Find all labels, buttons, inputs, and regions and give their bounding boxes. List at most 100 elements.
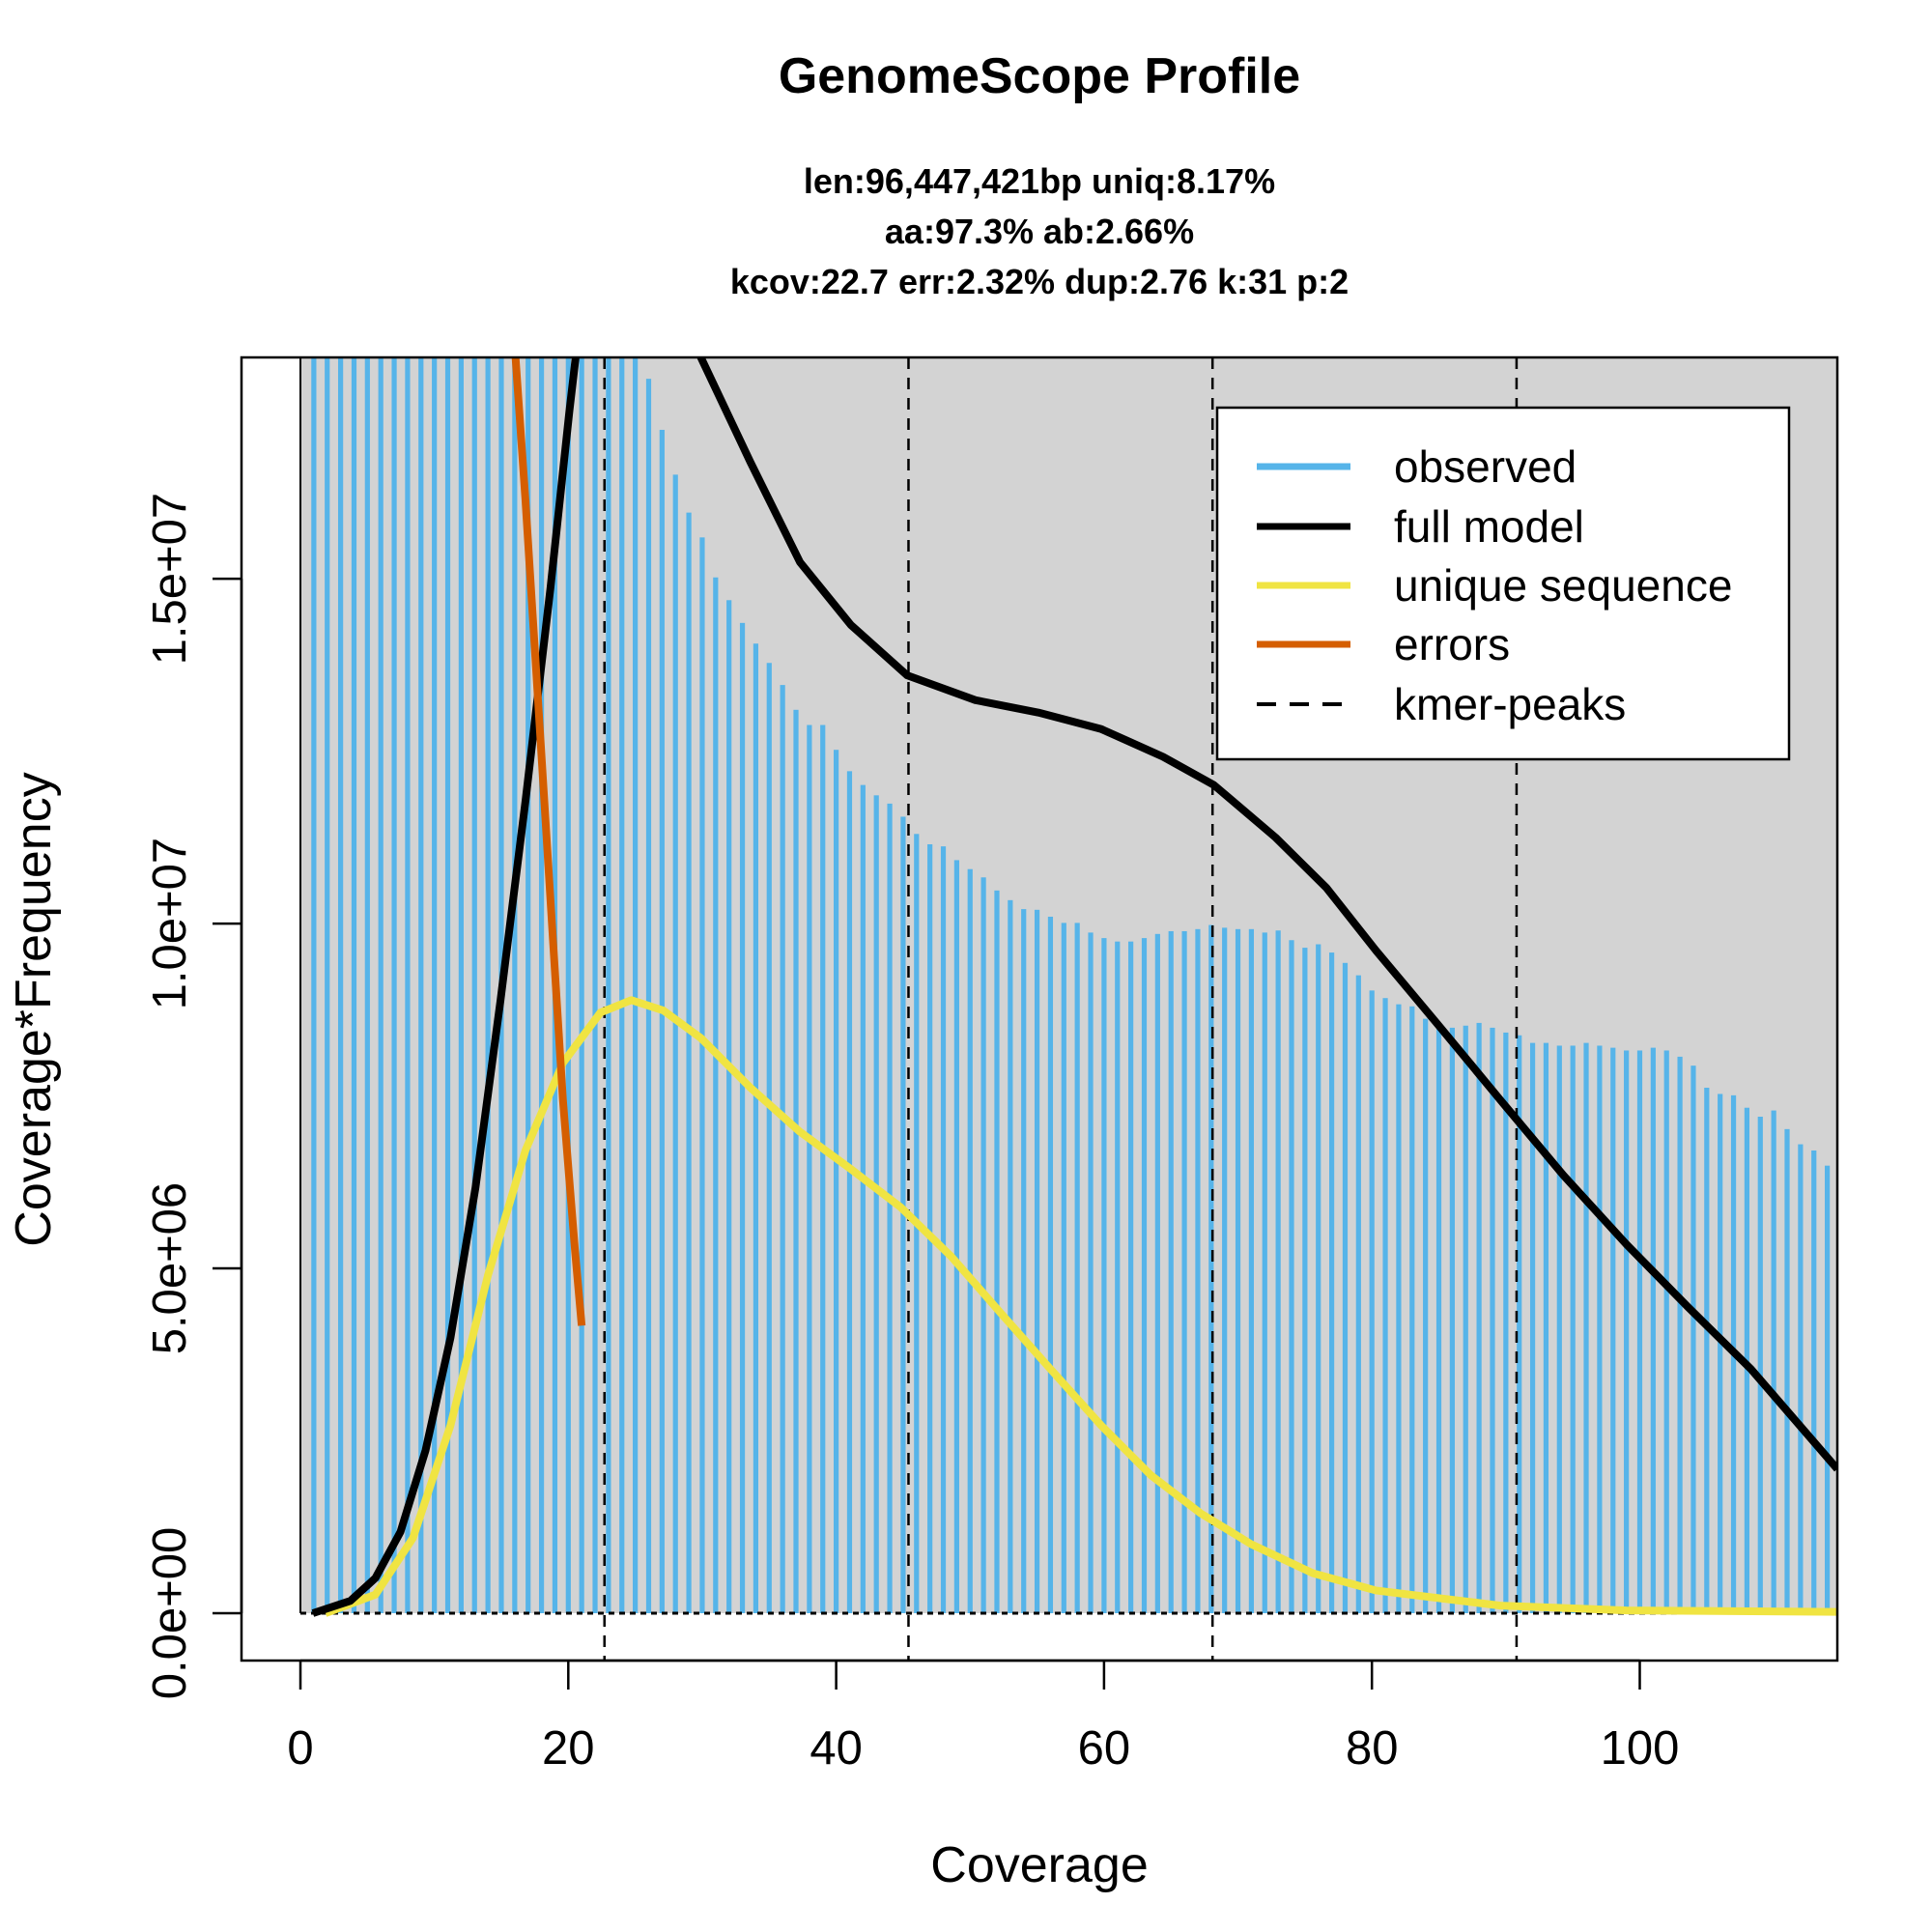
observed-bar: [1128, 941, 1134, 1613]
observed-bar: [1423, 1018, 1429, 1613]
observed-bar: [1195, 928, 1201, 1613]
observed-bar: [780, 685, 785, 1613]
x-tick-label: 0: [287, 1722, 313, 1775]
observed-bar: [793, 709, 799, 1613]
observed-bar: [1583, 1042, 1589, 1613]
observed-bar: [432, 357, 438, 1613]
observed-bar: [953, 860, 959, 1613]
unique-sequence-line: [324, 996, 1837, 1617]
observed-bar: [1262, 932, 1267, 1613]
observed-bar: [1825, 1165, 1831, 1613]
observed-bar: [887, 803, 893, 1613]
observed-bar: [739, 622, 746, 1613]
observed-bar: [1329, 952, 1335, 1613]
observed-bar: [1704, 1088, 1710, 1613]
observed-bar: [378, 357, 384, 1613]
observed-bar: [1529, 1042, 1536, 1613]
observed-bar: [1141, 938, 1148, 1613]
observed-bar: [1811, 1150, 1817, 1613]
observed-bar: [1650, 1047, 1656, 1613]
observed-bar: [1718, 1094, 1723, 1613]
observed-bar: [1168, 930, 1174, 1613]
observed-bar: [579, 357, 584, 1613]
observed-bar: [1503, 1032, 1509, 1613]
observed-bar: [1798, 1144, 1804, 1613]
observed-bar: [444, 357, 451, 1613]
observed-bar: [873, 795, 879, 1613]
observed-bar: [686, 512, 692, 1614]
y-tick-label: 0.0e+00: [144, 1527, 196, 1700]
errors-line: [511, 357, 586, 1326]
observed-bar: [1677, 1056, 1683, 1613]
observed-bar: [834, 750, 839, 1613]
observed-bar: [1476, 1022, 1482, 1613]
y-tick-label: 5.0e+06: [144, 1182, 196, 1355]
observed-bar: [1636, 1050, 1643, 1613]
y-tick-label: 1.5e+07: [144, 493, 196, 666]
observed-bar: [1556, 1045, 1562, 1613]
observed-bar: [713, 577, 719, 1614]
observed-bar: [364, 357, 370, 1613]
observed-bar: [526, 357, 531, 1613]
legend-errors-label: errors: [1394, 619, 1510, 669]
observed-bar: [766, 663, 772, 1613]
observed-bar: [485, 357, 491, 1613]
observed-bar: [1757, 1116, 1763, 1613]
legend-unique-label: unique sequence: [1394, 560, 1732, 611]
observed-bar: [1449, 1027, 1455, 1613]
x-tick-label: 80: [1346, 1722, 1399, 1775]
observed-bar: [391, 357, 397, 1613]
observed-bar: [967, 868, 973, 1613]
observed-bar: [994, 890, 1000, 1613]
observed-bar: [498, 357, 504, 1613]
observed-bar: [1517, 1035, 1522, 1613]
observed-bar: [619, 357, 625, 1613]
y-axis-label: Coverage*Frequency: [6, 772, 62, 1246]
observed-bar: [846, 771, 853, 1613]
observed-bar: [1047, 916, 1054, 1613]
observed-bar: [1181, 930, 1187, 1613]
observed-bar: [659, 429, 665, 1614]
observed-bar: [1369, 990, 1375, 1613]
chart-title: GenomeScope Profile: [779, 48, 1300, 104]
observed-bar: [1088, 932, 1094, 1613]
observed-bar: [1610, 1047, 1616, 1613]
observed-bar: [645, 379, 652, 1613]
observed-bar: [1382, 998, 1388, 1613]
subtitle-line-2: aa:97.3% ab:2.66%: [885, 212, 1194, 251]
observed-bar: [471, 357, 477, 1613]
observed-bar: [565, 357, 571, 1613]
observed-bar: [1154, 933, 1160, 1613]
observed-bar: [633, 357, 639, 1613]
observed-bar: [606, 357, 611, 1613]
observed-bar: [538, 357, 545, 1613]
observed-bar: [1771, 1110, 1776, 1613]
observed-bar: [860, 784, 866, 1613]
observed-bar: [807, 724, 812, 1613]
observed-bar: [1208, 924, 1214, 1613]
observed-bar: [405, 357, 411, 1613]
observed-bar: [338, 357, 344, 1613]
full-model-line: [311, 357, 1837, 1617]
legend-full-model-label: full model: [1394, 501, 1584, 552]
x-tick-label: 60: [1078, 1722, 1131, 1775]
observed-bar: [1435, 1025, 1442, 1613]
observed-bar: [1463, 1025, 1468, 1613]
observed-bar: [1690, 1065, 1696, 1613]
x-tick-label: 40: [810, 1722, 863, 1775]
observed-bar: [1021, 909, 1027, 1613]
observed-bar: [753, 643, 759, 1613]
observed-bar: [1235, 928, 1241, 1613]
observed-bar: [1289, 940, 1294, 1613]
observed-bar: [1543, 1042, 1549, 1613]
x-tick-label: 100: [1601, 1722, 1680, 1775]
observed-bar: [1316, 944, 1321, 1613]
subtitle-line-3: kcov:22.7 err:2.32% dup:2.76 k:31 p:2: [730, 262, 1349, 301]
observed-bar: [940, 846, 947, 1613]
observed-bar: [1248, 928, 1255, 1613]
observed-bar: [1061, 923, 1066, 1613]
observed-bar: [351, 357, 357, 1613]
observed-bar: [672, 474, 678, 1614]
legend-observed-label: observed: [1394, 441, 1577, 492]
